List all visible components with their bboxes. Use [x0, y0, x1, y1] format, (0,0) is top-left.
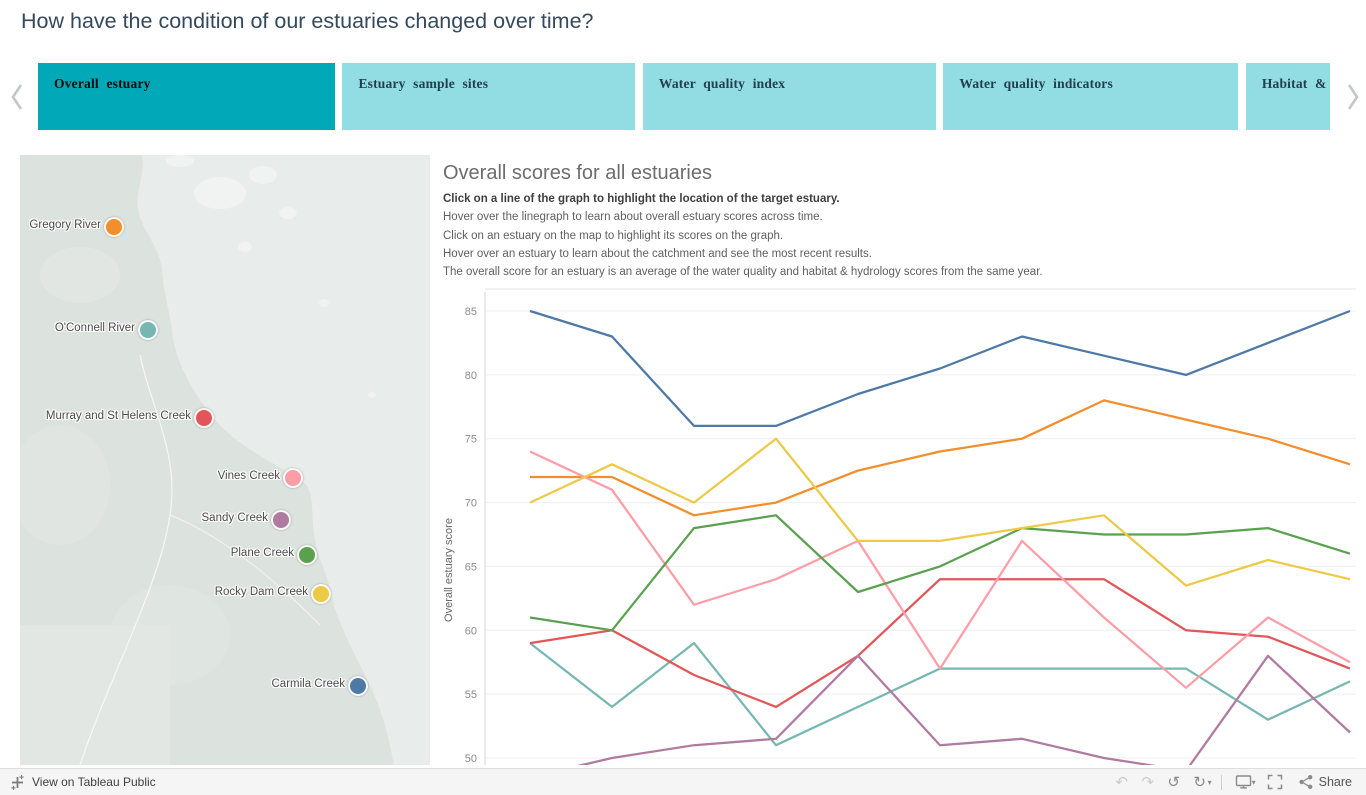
y-tick-label: 65 — [465, 561, 477, 573]
tableau-logo-icon — [11, 774, 24, 790]
series-line-gregory-river[interactable] — [530, 399, 1351, 517]
tabs-viewport: Overall estuary Estuary sample sites Wat… — [38, 63, 1330, 130]
page-title: How have the condition of our estuaries … — [21, 9, 594, 33]
map-marker-label: Gregory River — [29, 219, 101, 231]
refresh-caret-icon[interactable]: ▾ — [1207, 777, 1212, 787]
tab-water-quality-index[interactable]: Water quality index — [642, 63, 936, 130]
map-marker-label: O'Connell River — [54, 322, 135, 334]
toolbar-divider — [1220, 774, 1222, 790]
map-marker-dot[interactable] — [297, 545, 317, 565]
map-marker-dot[interactable] — [311, 584, 331, 604]
reset-icon[interactable]: ↺ — [1167, 774, 1180, 791]
map-marker-dot[interactable] — [283, 468, 303, 488]
tableau-footer-toolbar: View on Tableau Public ↶ ↷ ↺ ↻ ▾ ▾ — [0, 768, 1366, 795]
view-on-tableau-public-label: View on Tableau Public — [32, 775, 156, 789]
fullscreen-corners-icon — [1267, 774, 1282, 790]
map-marker-dot[interactable] — [104, 217, 124, 237]
chevron-left-icon — [11, 83, 23, 110]
line-chart[interactable]: 85 80 75 70 65 60 55 50 Overall estuary score — [443, 288, 1356, 765]
tab-label: Overall estuary — [54, 76, 151, 91]
view-on-tableau-public[interactable]: View on Tableau Public — [0, 774, 156, 790]
instruction-line-3: Click on an estuary on the map to highli… — [443, 229, 784, 242]
chart-instructions: Click on a line of the graph to highligh… — [443, 190, 1355, 281]
device-caret-icon[interactable]: ▾ — [1251, 777, 1256, 787]
series-line-murray-and-st-helens-creek[interactable] — [529, 578, 1351, 709]
tab-water-quality-indicators[interactable]: Water quality indicators — [943, 63, 1239, 130]
map-marker-dot[interactable] — [348, 676, 368, 696]
map-land — [20, 155, 394, 765]
y-tick-label: 70 — [465, 498, 477, 510]
redo-icon[interactable]: ↷ — [1141, 774, 1154, 791]
map-canvas — [20, 155, 430, 765]
y-tick-label: 60 — [465, 625, 477, 637]
tabs-scroll-left-button[interactable] — [8, 63, 26, 130]
series-line-vines-creek[interactable] — [529, 450, 1351, 689]
line-chart-canvas[interactable]: 85 80 75 70 65 60 55 50 — [443, 288, 1356, 765]
tab-estuary-sample-sites[interactable]: Estuary sample sites — [342, 63, 636, 130]
map-islands — [166, 155, 376, 398]
y-axis-title: Overall estuary score — [443, 518, 455, 622]
tab-habitat-hydrology[interactable]: Habitat & hy — [1245, 63, 1330, 130]
instruction-line-5: The overall score for an estuary is an a… — [443, 266, 1043, 279]
y-tick-label: 50 — [465, 753, 477, 765]
estuary-map[interactable]: Gregory River O'Connell River Murray and S… — [20, 155, 430, 765]
device-preview-icon[interactable] — [1231, 771, 1257, 793]
instruction-line-1: Click on a line of the graph to highligh… — [443, 193, 840, 205]
toolbar-actions: ↶ ↷ ↺ ↻ ▾ ▾ — [1109, 771, 1366, 793]
share-icon — [1299, 775, 1313, 789]
series-line-rocky-dam-creek[interactable] — [529, 437, 1351, 587]
instruction-line-2: Hover over the linegraph to learn about … — [443, 211, 823, 224]
tab-label: Water quality index — [658, 76, 786, 91]
share-button[interactable]: Share — [1298, 774, 1352, 790]
map-marker-label: Murray and St Helens Creek — [45, 410, 191, 422]
chevron-right-icon — [1347, 83, 1359, 110]
share-label: Share — [1318, 775, 1352, 789]
series-line-carmila-creek[interactable] — [529, 309, 1351, 428]
fullscreen-icon[interactable] — [1262, 771, 1288, 793]
tab-bar: Overall estuary Estuary sample sites Wat… — [0, 63, 1366, 130]
map-marker-label: Plane Creek — [230, 547, 294, 559]
map-marker-label: Vines Creek — [217, 470, 280, 482]
instruction-line-4: Hover over an estuary to learn about the… — [443, 247, 872, 260]
tab-label: Estuary sample sites — [358, 76, 489, 91]
map-marker-label: Sandy Creek — [201, 512, 268, 524]
tab-overall-estuary[interactable]: Overall estuary — [38, 63, 335, 130]
tab-label: Water quality indicators — [959, 76, 1113, 91]
y-tick-label: 75 — [465, 434, 477, 446]
map-marker-label: Rocky Dam Creek — [214, 586, 308, 598]
y-tick-label: 80 — [465, 370, 477, 382]
monitor-icon — [1235, 775, 1252, 789]
tabs-scroll-right-button[interactable] — [1344, 63, 1362, 130]
series-line-plane-creek[interactable] — [529, 514, 1351, 632]
y-tick-label: 55 — [465, 689, 477, 701]
map-marker-label: Carmila Creek — [271, 678, 346, 690]
undo-icon[interactable]: ↶ — [1115, 774, 1128, 791]
map-marker-dot[interactable] — [194, 408, 214, 428]
refresh-icon[interactable]: ↻ — [1193, 774, 1206, 791]
map-marker-dot[interactable] — [271, 510, 291, 530]
map-marker-dot[interactable] — [138, 320, 158, 340]
series-line-sandy-creek[interactable] — [530, 654, 1351, 765]
y-tick-label: 85 — [465, 306, 477, 318]
chart-title: Overall scores for all estuaries — [443, 162, 712, 184]
tab-label: Habitat & hy — [1261, 76, 1330, 91]
